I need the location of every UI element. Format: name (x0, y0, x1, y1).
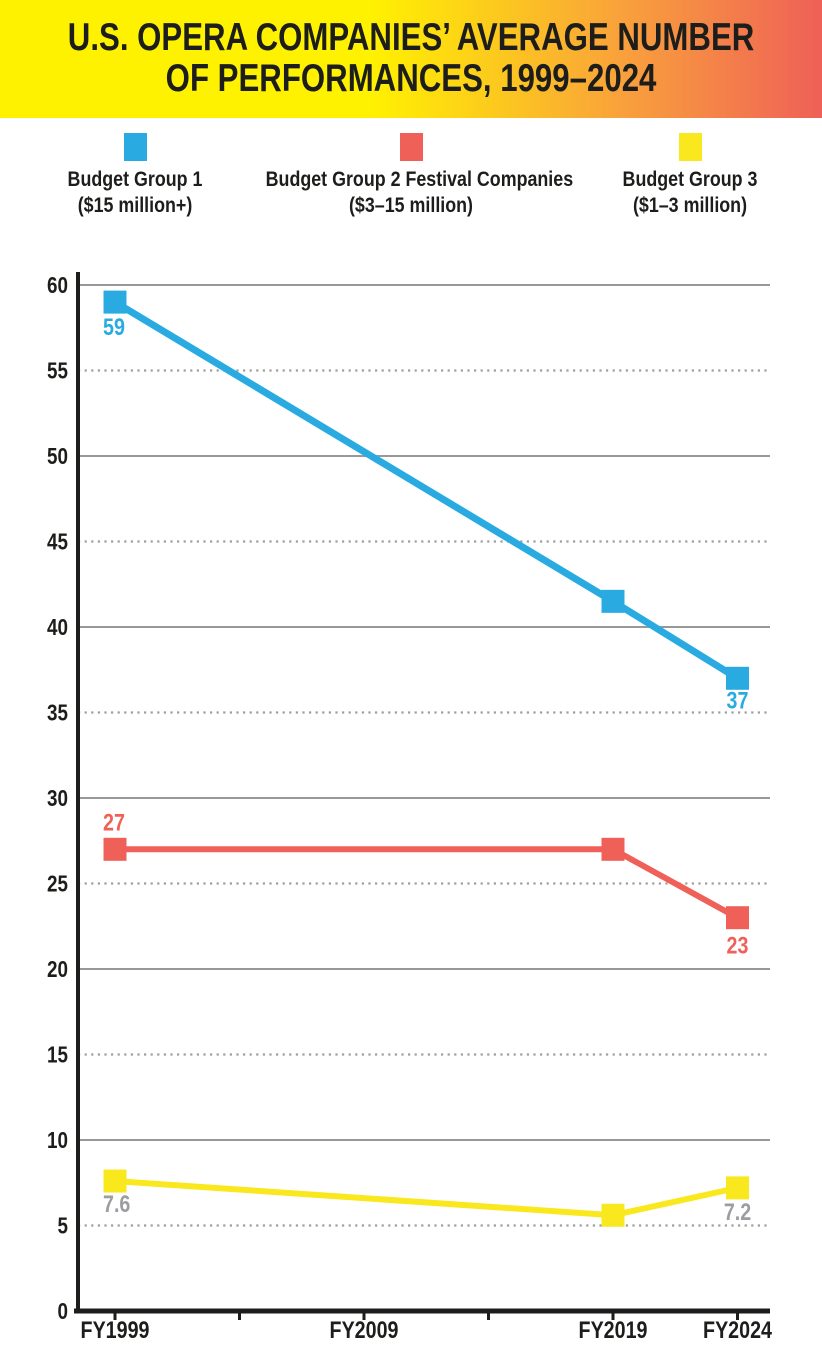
series-line-1 (113, 299, 740, 682)
y-axis-tick-label: 35 (47, 701, 68, 726)
legend-label-line: ($15 million+) (77, 193, 193, 217)
y-axis-tick-label: 30 (47, 786, 68, 811)
legend-swatch-budget-group-2 (399, 133, 423, 161)
series-2-marker-FY2019 (601, 837, 625, 861)
y-axis-tick-label: 50 (47, 444, 68, 469)
page-title-line-2: OF PERFORMANCES, 1999–2024 (165, 57, 657, 100)
series-3-marker-FY2024 (726, 1176, 749, 1200)
chart-svg: 0 5 10 15 20 25 30 35 40 45 50 55 60 FY1999 FY2009 FY20… (47, 272, 773, 1343)
legend-label-line: Budget Group 3 (622, 168, 758, 191)
series-3-marker-FY1999 (103, 1169, 127, 1193)
legend-item-budget-group-2: Budget Group 2 Festival Companies ($3–15… (240, 133, 582, 218)
legend-label-line: Budget Group 1 (67, 168, 203, 191)
series-line-2 (115, 846, 739, 921)
y-axis-tick-label: 25 (47, 872, 68, 897)
legend-label-line: ($3–15 million) (348, 193, 473, 217)
legend-label-line: ($1–3 million) (632, 193, 748, 217)
series-2-point-label: 23 (727, 932, 749, 959)
series-2-marker-FY2024 (726, 906, 749, 930)
page-title: U.S. OPERA COMPANIES’ AVERAGE NUMBER OF … (0, 16, 822, 100)
series-1-marker-FY2019 (601, 589, 625, 613)
series-1-marker-FY2024 (726, 666, 749, 690)
series-2-marker-FY1999 (103, 837, 127, 861)
x-axis-tick-label: FY2009 (330, 1316, 399, 1343)
series-1-point-label: 37 (727, 686, 749, 713)
series-1-point-label: 59 (103, 313, 125, 340)
series-1-marker-FY1999 (103, 290, 127, 314)
legend-swatch-budget-group-1 (123, 133, 147, 161)
legend-item-budget-group-3: Budget Group 3 ($1–3 million) (570, 133, 810, 218)
legend-label-line: Budget Group 2 Festival Companies (265, 168, 574, 191)
y-axis-tick-label: 15 (47, 1043, 68, 1068)
y-axis-tick-label: 55 (47, 359, 68, 384)
series-3-marker-FY2019 (601, 1203, 625, 1227)
chart-legend: Budget Group 1 ($15 million+) Budget Gro… (0, 133, 822, 243)
y-axis-tick-label: 0 (58, 1299, 68, 1324)
header-banner: U.S. OPERA COMPANIES’ AVERAGE NUMBER OF … (0, 0, 822, 118)
y-axis-tick-label: 45 (47, 530, 68, 555)
legend-item-budget-group-1: Budget Group 1 ($15 million+) (15, 133, 255, 218)
y-axis-tick-label: 20 (47, 957, 68, 982)
y-axis-tick-label: 40 (47, 615, 68, 640)
series-3-point-label: 7.2 (724, 1198, 751, 1225)
series-2-point-label: 27 (103, 808, 125, 835)
x-axis-tick-label: FY2024 (703, 1316, 773, 1343)
x-axis-tick-label: FY2019 (579, 1316, 648, 1343)
x-axis-tick-label: FY1999 (81, 1316, 150, 1343)
series-line-3 (114, 1178, 739, 1219)
y-axis-tick-label: 60 (47, 273, 68, 298)
page-title-line-1: U.S. OPERA COMPANIES’ AVERAGE NUMBER (67, 16, 755, 60)
y-axis-tick-label: 5 (58, 1214, 69, 1239)
y-axis-tick-label: 10 (47, 1128, 68, 1153)
line-chart: 0 5 10 15 20 25 30 35 40 45 50 55 60 FY1999 FY2009 FY20… (0, 248, 822, 1363)
series-3-point-label: 7.6 (103, 1190, 130, 1217)
legend-swatch-budget-group-3 (678, 133, 702, 161)
